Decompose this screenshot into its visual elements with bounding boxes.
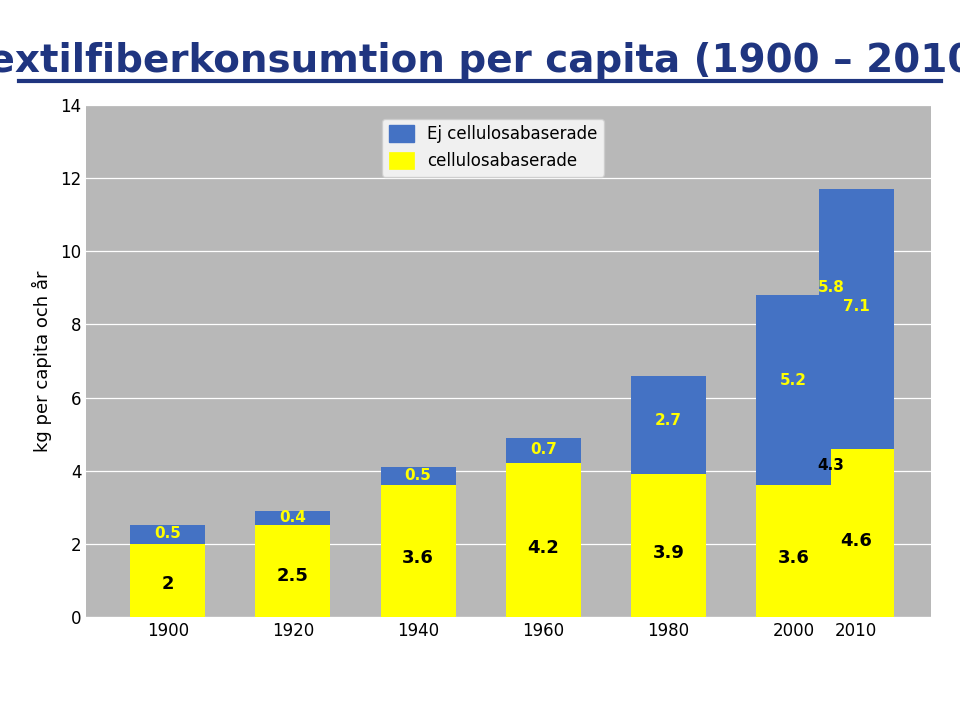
Text: 3.6: 3.6 [402, 549, 434, 566]
Bar [380, 467, 456, 485]
Text: 4.6: 4.6 [840, 532, 872, 550]
Bar [756, 485, 831, 617]
Text: 0.4: 0.4 [279, 510, 306, 525]
Bar [380, 485, 456, 617]
Text: 2.5: 2.5 [277, 567, 309, 585]
Legend: Ej cellulosabaserade, cellulosabaserade: Ej cellulosabaserade, cellulosabaserade [382, 118, 604, 177]
Text: 3.9: 3.9 [653, 544, 684, 562]
Y-axis label: kg per capita och år: kg per capita och år [32, 271, 52, 451]
Bar [255, 511, 330, 526]
Bar [819, 449, 894, 617]
Bar [819, 189, 894, 449]
Bar [506, 437, 581, 463]
Text: 5.8: 5.8 [818, 280, 845, 295]
Bar [131, 544, 205, 617]
Bar [631, 475, 706, 617]
Text: 2: 2 [161, 575, 174, 593]
Text: 0.5: 0.5 [404, 468, 431, 483]
Text: 7.1: 7.1 [843, 299, 870, 313]
Bar [255, 526, 330, 617]
Text: 4.2: 4.2 [527, 539, 559, 557]
Text: 0.7: 0.7 [530, 442, 557, 457]
Bar [631, 376, 706, 475]
Text: 4.3: 4.3 [818, 458, 845, 472]
Text: 2.7: 2.7 [655, 413, 682, 428]
Text: Textilfiberkonsumtion per capita (1900 – 2010): Textilfiberkonsumtion per capita (1900 –… [0, 42, 960, 80]
Text: 0.5: 0.5 [155, 526, 181, 541]
Bar [506, 463, 581, 617]
Text: 3.6: 3.6 [778, 549, 809, 566]
Text: 5.2: 5.2 [780, 373, 807, 388]
Bar [756, 295, 831, 485]
Bar [131, 526, 205, 544]
